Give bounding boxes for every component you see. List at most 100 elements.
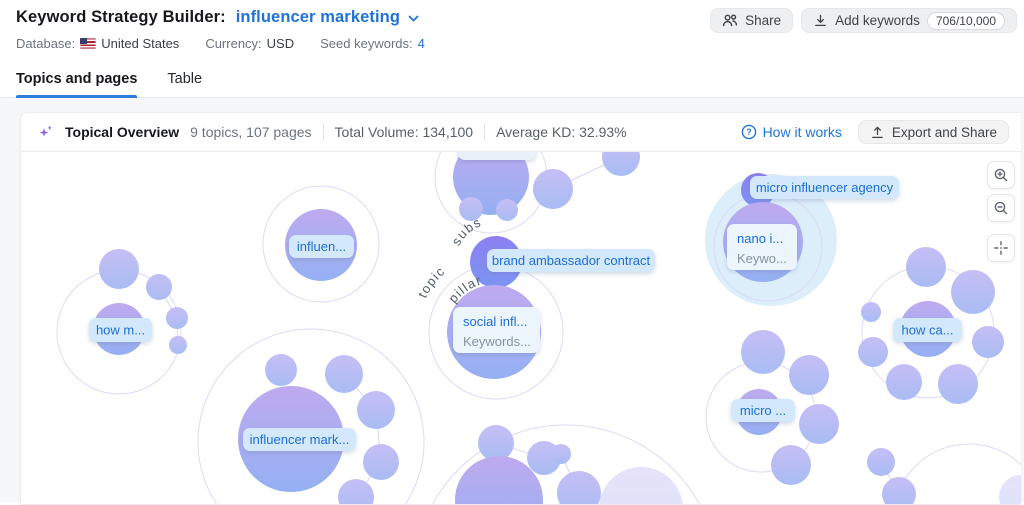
topic-bubble[interactable] [169, 336, 187, 354]
currency-label: Currency: [205, 36, 262, 51]
label-pill-bg [458, 152, 536, 160]
divider [322, 124, 324, 140]
overview-title: Topical Overview [65, 124, 180, 140]
topic-bubble[interactable] [972, 326, 1004, 358]
header-actions: Share Add keywords 706/10,000 [710, 8, 1017, 33]
topic-label[interactable]: influen... [289, 235, 354, 258]
topic-bubble[interactable] [771, 445, 811, 485]
export-and-share-button[interactable]: Export and Share [857, 120, 1009, 144]
label-pill-bg [727, 224, 797, 270]
topics-pages-count: 9 topics, 107 pages [190, 124, 312, 140]
export-icon [872, 126, 883, 138]
topic-label[interactable]: micro influencer agency [750, 176, 899, 199]
topic-label[interactable]: influencer mark... [243, 428, 356, 451]
zoom-out-button[interactable] [987, 194, 1015, 222]
topic-bubble[interactable] [858, 337, 888, 367]
cluster-ring [262, 185, 380, 303]
currency-meta: Currency: USD [205, 36, 294, 51]
recenter-button[interactable] [987, 234, 1015, 262]
header-left: Keyword Strategy Builder: influencer mar… [16, 8, 425, 51]
page-header: Keyword Strategy Builder: influencer mar… [0, 0, 1024, 51]
topic-bubble[interactable] [496, 199, 518, 221]
topic-label[interactable]: how m... [89, 318, 152, 342]
topic-bubble[interactable] [99, 249, 139, 289]
topic-label[interactable]: brand ambassador contract [487, 249, 655, 272]
topic-bubble[interactable] [551, 444, 571, 464]
tab-topics-and-pages[interactable]: Topics and pages [16, 65, 138, 98]
zoom-in-button[interactable] [987, 161, 1015, 189]
share-button[interactable]: Share [710, 8, 794, 33]
topic-bubble[interactable] [478, 425, 514, 461]
tab-table[interactable]: Table [167, 71, 203, 87]
database-value: United States [101, 36, 180, 51]
topic-bubble[interactable] [789, 355, 829, 395]
topic-bubble[interactable] [938, 364, 978, 404]
add-keywords-button[interactable]: Add keywords 706/10,000 [801, 8, 1017, 33]
topic-bubble[interactable] [325, 355, 363, 393]
topic-bubble[interactable] [741, 330, 785, 374]
seed-keywords-meta: Seed keywords: 4 [320, 36, 425, 51]
truncated-label-pill [458, 152, 536, 160]
topic-bubble[interactable] [265, 354, 297, 386]
recenter-crosshair-icon [994, 241, 1008, 255]
topic-bubble[interactable] [867, 448, 895, 476]
label-text-line2: Keywords... [463, 334, 531, 349]
label-text-line2: Keywo... [737, 251, 787, 266]
topic-bubble[interactable] [906, 247, 946, 287]
topic-bubble[interactable] [459, 197, 483, 221]
topic-bubble[interactable] [882, 477, 916, 504]
currency-value: USD [266, 36, 295, 51]
label-pill-bg [89, 318, 152, 342]
zoom-in-icon [994, 168, 1008, 182]
topic-bubble[interactable] [999, 475, 1021, 504]
topic-label[interactable]: micro ... [731, 399, 795, 422]
topic-bubble[interactable] [602, 152, 640, 176]
sparkle-icon [39, 125, 52, 137]
page-title: Keyword Strategy Builder: influencer mar… [16, 8, 425, 27]
topic-bubble[interactable] [557, 471, 601, 504]
share-label: Share [745, 13, 782, 28]
project-name[interactable]: influencer marketing [235, 8, 401, 26]
import-icon [815, 14, 826, 27]
how-it-works-label: How it works [762, 124, 842, 140]
label-pill-bg [893, 318, 962, 342]
topic-bubble[interactable] [363, 444, 399, 480]
topic-bubble[interactable] [861, 302, 881, 322]
chevron-down-icon[interactable] [408, 15, 419, 23]
topic-bubble[interactable] [146, 274, 172, 300]
topic-label[interactable]: nano i... Keywo... [727, 224, 797, 270]
topic-bubble[interactable] [357, 391, 395, 429]
label-text: influencer mark... [250, 432, 350, 447]
label-text: micro ... [740, 403, 786, 418]
chart-controls [987, 161, 1015, 262]
overview-stats: Topical Overview 9 topics, 107 pages Tot… [37, 124, 627, 141]
app-title: Keyword Strategy Builder: [16, 8, 226, 26]
topic-bubble[interactable] [799, 404, 839, 444]
topic-bubble[interactable] [338, 479, 374, 504]
total-volume: Total Volume: 134,100 [334, 124, 474, 140]
topic-bubble[interactable] [599, 467, 683, 504]
how-it-works-link[interactable]: ? How it works [741, 124, 842, 140]
topic-bubble[interactable] [886, 364, 922, 400]
topic-bubble[interactable] [951, 270, 995, 314]
average-kd: Average KD: 32.93% [496, 124, 627, 140]
seed-keywords-value[interactable]: 4 [417, 36, 425, 51]
overview-toolbar: Topical Overview 9 topics, 107 pages Tot… [21, 113, 1021, 152]
topic-label[interactable]: social infl... Keywords... [453, 307, 540, 353]
topic-bubble[interactable] [533, 169, 573, 209]
label-text: brand ambassador contract [492, 253, 651, 268]
label-pill-bg [289, 235, 354, 258]
label-text: how ca... [901, 323, 953, 338]
label-pill-bg [750, 176, 899, 199]
topic-bubble[interactable] [166, 307, 188, 329]
cluster-ring [894, 443, 1021, 504]
keywords-quota-badge: 706/10,000 [926, 11, 1005, 30]
topic-bubble[interactable] [455, 456, 543, 504]
topic-label[interactable]: how ca... [893, 318, 962, 342]
label-pill-bg [487, 249, 655, 272]
database-label: Database: [16, 36, 76, 51]
project-meta: Database: United States Currency: USD Se… [16, 36, 425, 51]
curved-label: topic [415, 263, 448, 300]
topic-bubble-chart[interactable]: subs topic pillar brand ambassador contract… [21, 152, 1021, 504]
